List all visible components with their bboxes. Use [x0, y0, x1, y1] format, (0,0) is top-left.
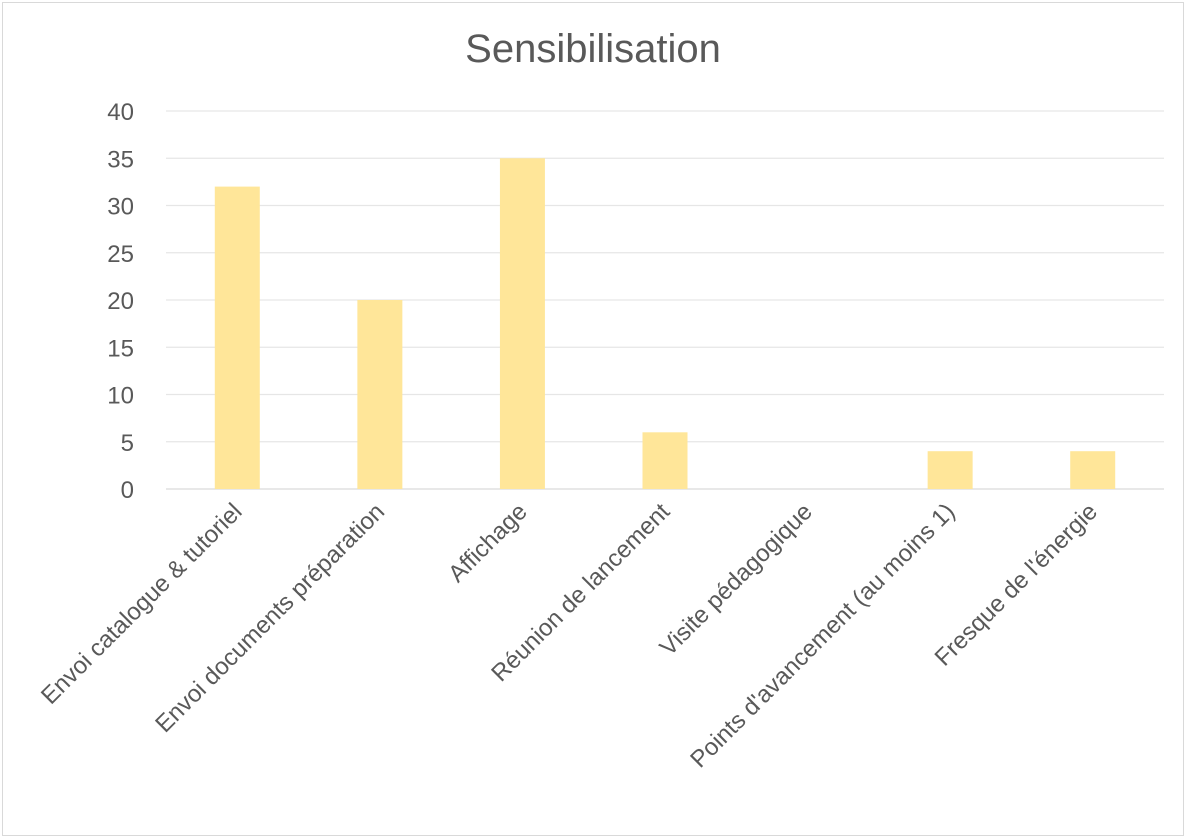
bar: [499, 158, 545, 489]
y-tick-label: 0: [121, 477, 134, 504]
chart-title: Sensibilisation: [465, 27, 721, 71]
bar: [1070, 451, 1116, 489]
y-tick-label: 20: [107, 288, 134, 315]
y-tick-label: 15: [107, 335, 134, 362]
bar: [357, 300, 403, 489]
x-tick-label: Visite pédagogique: [655, 498, 818, 661]
x-tick-label: Points d'avancement (au moins 1): [685, 498, 960, 773]
y-axis-ticks: 0 5 10 15 20 25 30 35 40: [107, 99, 134, 504]
bars: [214, 158, 1116, 489]
bar: [927, 451, 973, 489]
bar: [214, 186, 260, 489]
y-tick-label: 35: [107, 146, 134, 173]
grid-lines: [166, 110, 1164, 443]
y-tick-label: 25: [107, 241, 134, 268]
y-tick-label: 40: [107, 99, 134, 126]
x-tick-label: Fresque de l'énergie: [930, 498, 1103, 671]
y-tick-label: 5: [121, 430, 134, 457]
y-tick-label: 10: [107, 383, 134, 410]
bar: [642, 432, 688, 489]
y-tick-label: 30: [107, 194, 134, 221]
x-tick-label: Envoi documents préparation: [150, 498, 390, 738]
x-tick-label: Affichage: [443, 498, 533, 588]
